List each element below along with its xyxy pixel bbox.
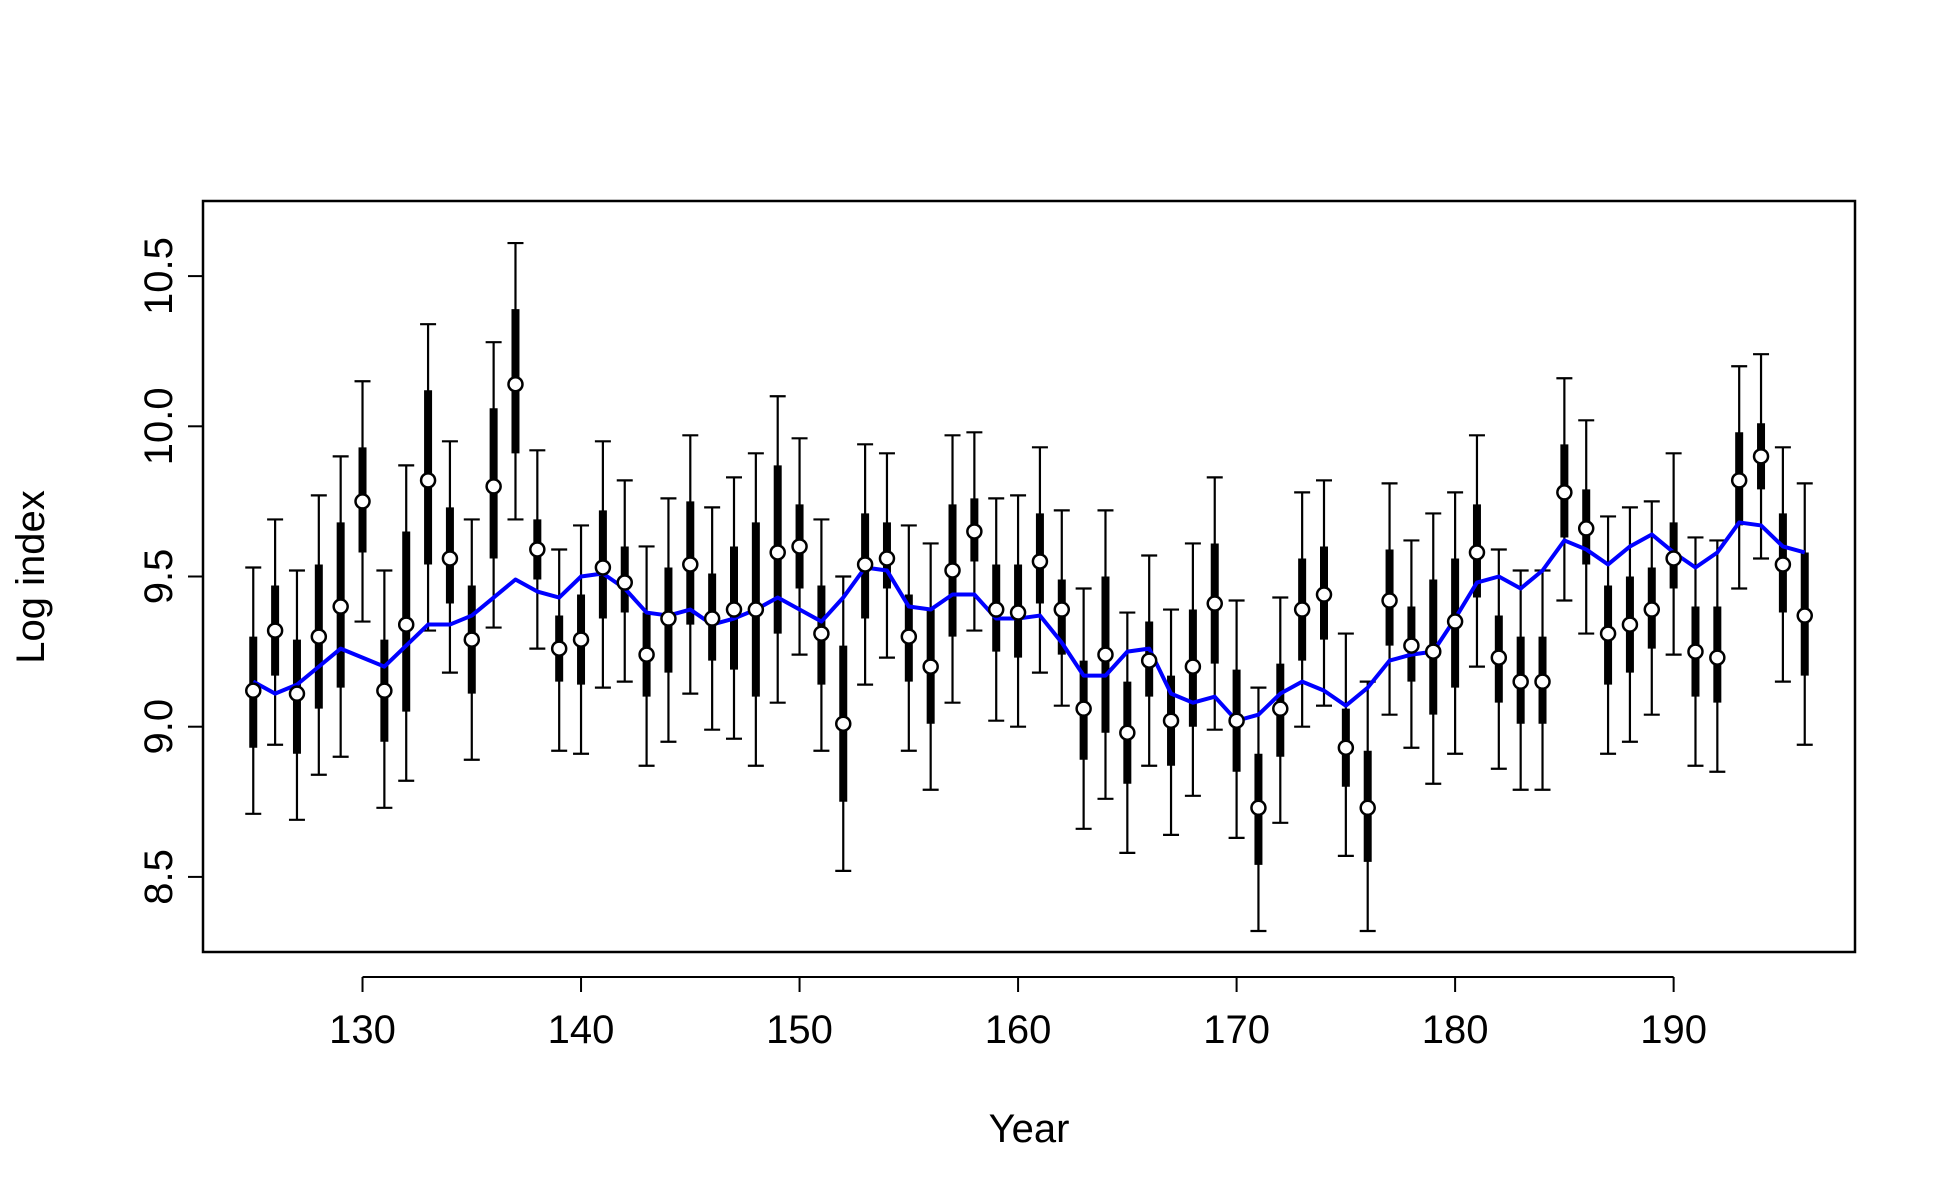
data-point-177 <box>1381 592 1398 609</box>
y-tick-label-9: 9.0 <box>137 699 181 755</box>
trend-layer <box>252 520 1806 723</box>
data-point-129 <box>332 598 349 615</box>
data-point-156 <box>922 658 939 675</box>
y-axis: 8.5 9.0 9.5 10.0 10.5 <box>137 237 204 905</box>
data-point-169 <box>1206 595 1223 612</box>
trend-line <box>252 520 1806 723</box>
data-point-138 <box>529 541 546 558</box>
data-point-186 <box>1577 520 1595 537</box>
data-point-182 <box>1490 649 1508 666</box>
data-point-159 <box>987 601 1005 618</box>
data-point-167 <box>1162 712 1180 729</box>
data-point-147 <box>725 601 743 618</box>
data-point-161 <box>1031 553 1049 570</box>
data-point-174 <box>1315 586 1333 603</box>
data-point-126 <box>266 622 284 639</box>
data-point-125 <box>245 682 262 699</box>
data-point-146 <box>703 610 721 627</box>
data-point-176 <box>1359 799 1376 817</box>
data-point-178 <box>1403 637 1420 654</box>
data-point-132 <box>397 616 415 633</box>
data-point-142 <box>616 574 633 591</box>
data-point-150 <box>791 538 808 555</box>
data-point-139 <box>550 640 568 657</box>
data-point-136 <box>485 478 502 495</box>
data-point-191 <box>1687 643 1704 660</box>
data-point-157 <box>944 562 961 579</box>
data-point-144 <box>660 610 677 627</box>
y-tick-label-10.5: 10.5 <box>137 237 181 315</box>
data-point-166 <box>1140 652 1158 669</box>
data-point-151 <box>813 625 830 642</box>
data-point-172 <box>1272 700 1289 717</box>
data-point-155 <box>900 628 918 645</box>
data-point-171 <box>1250 799 1267 817</box>
data-point-181 <box>1468 544 1486 561</box>
data-point-128 <box>310 628 328 645</box>
x-tick-label-140: 140 <box>548 1008 615 1052</box>
data-point-180 <box>1446 613 1464 630</box>
points-layer <box>245 375 1813 817</box>
x-axis-title: Year <box>989 1107 1070 1151</box>
data-point-158 <box>966 523 983 540</box>
data-point-127 <box>288 685 306 702</box>
data-point-192 <box>1709 649 1726 666</box>
data-point-152 <box>835 715 852 732</box>
data-point-190 <box>1665 550 1682 567</box>
data-point-140 <box>572 631 590 648</box>
data-point-165 <box>1119 724 1136 741</box>
data-point-188 <box>1621 616 1639 633</box>
data-point-143 <box>638 646 655 663</box>
x-tick-label-170: 170 <box>1203 1008 1270 1052</box>
data-point-134 <box>441 550 459 567</box>
data-point-133 <box>419 472 437 489</box>
plot-area <box>245 241 1813 933</box>
data-point-185 <box>1556 484 1573 501</box>
y-tick-label-8.5: 8.5 <box>137 849 181 905</box>
data-point-175 <box>1337 739 1355 756</box>
data-point-187 <box>1599 625 1617 642</box>
data-point-189 <box>1643 601 1661 618</box>
data-point-194 <box>1752 448 1770 465</box>
data-point-141 <box>594 559 612 576</box>
data-point-193 <box>1730 472 1748 489</box>
y-tick-label-9.5: 9.5 <box>137 549 181 605</box>
data-point-130 <box>354 493 371 510</box>
data-point-183 <box>1512 673 1529 690</box>
data-point-135 <box>463 631 481 648</box>
x-tick-label-130: 130 <box>329 1008 396 1052</box>
x-axis: 130 140 150 160 170 180 190 <box>329 976 1707 1052</box>
y-tick-label-10: 10.0 <box>137 387 181 465</box>
data-point-164 <box>1097 646 1114 663</box>
x-tick-label-150: 150 <box>766 1008 833 1052</box>
data-point-195 <box>1774 556 1792 573</box>
data-point-179 <box>1425 643 1442 660</box>
data-point-148 <box>747 601 765 618</box>
data-point-137 <box>507 375 524 393</box>
y-axis-title: Log index <box>9 490 53 663</box>
data-point-163 <box>1075 700 1092 717</box>
data-point-149 <box>769 544 786 561</box>
data-point-173 <box>1293 601 1311 618</box>
data-point-196 <box>1796 607 1813 624</box>
whiskers-layer <box>245 241 1813 933</box>
data-point-154 <box>878 550 896 567</box>
data-point-131 <box>376 682 393 699</box>
data-point-145 <box>682 556 699 573</box>
x-tick-label-160: 160 <box>985 1008 1052 1052</box>
data-point-162 <box>1053 601 1071 618</box>
data-point-168 <box>1184 658 1202 675</box>
data-point-184 <box>1534 673 1551 690</box>
data-point-160 <box>1009 604 1027 621</box>
inner-bars-layer <box>249 309 1809 865</box>
data-point-153 <box>856 556 874 573</box>
x-tick-label-190: 190 <box>1640 1008 1707 1052</box>
x-tick-label-180: 180 <box>1422 1008 1489 1052</box>
data-point-170 <box>1228 712 1245 729</box>
